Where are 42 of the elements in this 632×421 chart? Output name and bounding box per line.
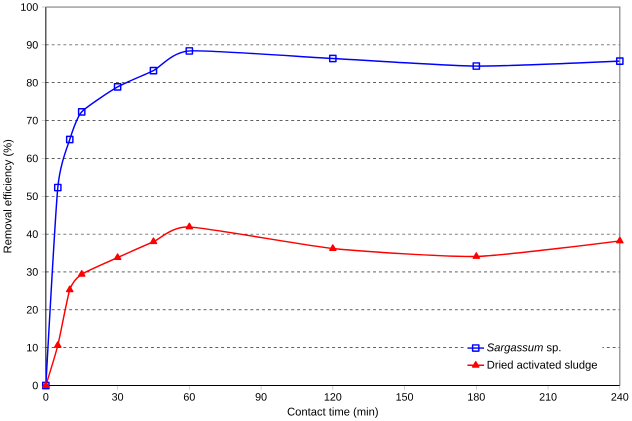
y-tick-label: 40 bbox=[26, 230, 38, 238]
point bbox=[78, 270, 86, 277]
point bbox=[114, 83, 122, 91]
legend-label: Dried activated sludge bbox=[488, 360, 598, 371]
point bbox=[329, 244, 337, 251]
x-tick-label: 150 bbox=[396, 393, 414, 401]
point bbox=[150, 237, 158, 244]
point bbox=[66, 136, 74, 144]
point bbox=[328, 54, 337, 62]
y-tick-label: 30 bbox=[26, 268, 38, 276]
point bbox=[472, 62, 480, 70]
legend-label: Sargassum sp. bbox=[487, 343, 560, 354]
point bbox=[54, 341, 62, 348]
point bbox=[54, 184, 62, 192]
y-tick-label: 80 bbox=[26, 78, 38, 87]
point bbox=[66, 285, 74, 292]
x-tick-label: 60 bbox=[184, 393, 195, 401]
x-tick-label: 90 bbox=[256, 393, 267, 401]
y-tick-label: 100 bbox=[21, 3, 38, 11]
point bbox=[616, 57, 624, 65]
x-tick-label: 120 bbox=[324, 393, 342, 401]
point bbox=[150, 66, 158, 74]
y-tick-label: 90 bbox=[26, 41, 38, 49]
y-tick-label: 20 bbox=[26, 306, 38, 314]
point bbox=[616, 236, 624, 244]
point bbox=[114, 253, 122, 260]
y-tick-label: 50 bbox=[26, 192, 38, 200]
y-tick-label: 0 bbox=[32, 382, 38, 390]
y-tick-label: 60 bbox=[26, 154, 38, 162]
y-axis-title: Removal efficiency (%) bbox=[3, 140, 14, 252]
point bbox=[472, 252, 480, 259]
x-tick-label: 180 bbox=[468, 393, 485, 401]
x-tick-label: 30 bbox=[112, 393, 124, 401]
x-tick-label: 0 bbox=[43, 393, 48, 401]
x-tick-label: 210 bbox=[540, 393, 557, 401]
point bbox=[185, 47, 194, 55]
x-axis-title: Contact time (min) bbox=[288, 407, 378, 418]
point bbox=[78, 108, 86, 116]
y-tick-label: 10 bbox=[27, 344, 38, 352]
x-tick-label: 240 bbox=[611, 393, 628, 401]
y-tick-label: 70 bbox=[26, 116, 38, 124]
point bbox=[186, 222, 194, 230]
